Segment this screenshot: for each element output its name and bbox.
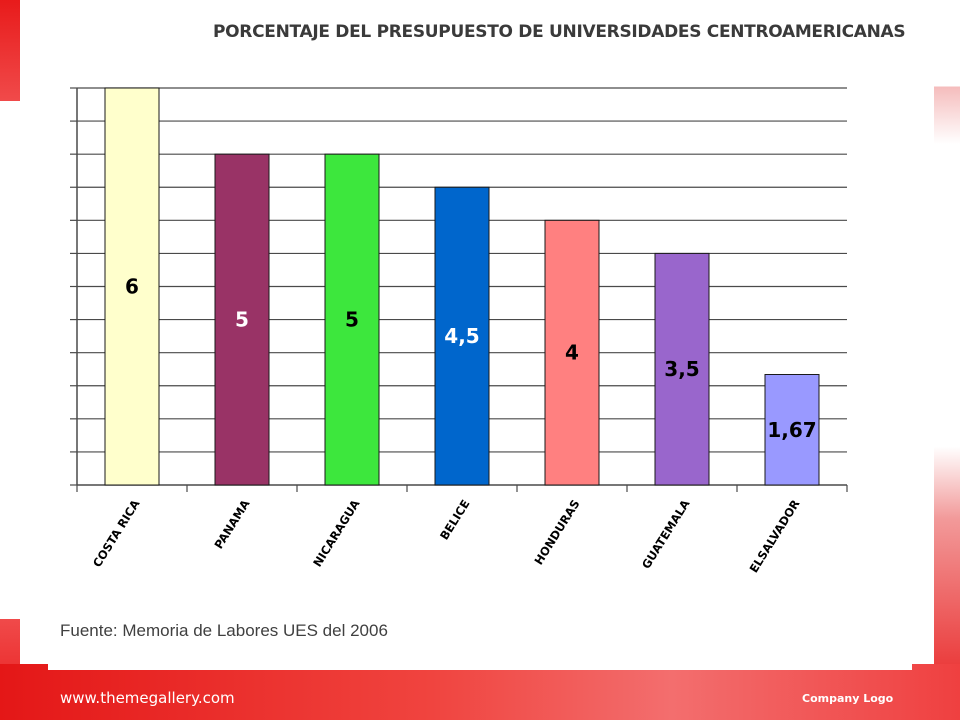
data-label: 3,5 [664,357,699,381]
x-tick-label: PANAMA [211,497,252,551]
slide-frame-right [934,0,960,720]
bar [434,186,490,486]
footer-url: www.themegallery.com [60,689,235,707]
bar [324,153,380,486]
data-label: 5 [235,308,249,332]
bar [544,219,600,486]
data-label: 4,5 [444,324,479,348]
data-label: 4 [565,341,579,365]
company-logo: Company Logo [802,692,894,705]
bar [214,153,270,486]
content-card-bottom [48,660,912,670]
chart-title: PORCENTAJE DEL PRESUPUESTO DE UNIVERSIDA… [213,22,906,42]
data-label: 1,67 [767,418,816,442]
x-tick-label: NICARAGUA [310,497,362,569]
x-tick-label: BELICE [437,497,473,542]
x-tick-label: GUATEMALA [639,497,693,571]
x-tick-label: ELSALVADOR [747,497,803,575]
source-note: Fuente: Memoria de Labores UES del 2006 [60,621,388,640]
data-label: 5 [345,308,359,332]
data-label: 6 [125,275,139,299]
slide-frame-left [0,0,20,720]
x-tick-label: HONDURAS [531,497,582,567]
bar [104,87,160,486]
bar [764,374,820,486]
bar [654,252,710,486]
x-tick-label: COSTA RICA [90,497,143,570]
footer-band [0,664,960,720]
